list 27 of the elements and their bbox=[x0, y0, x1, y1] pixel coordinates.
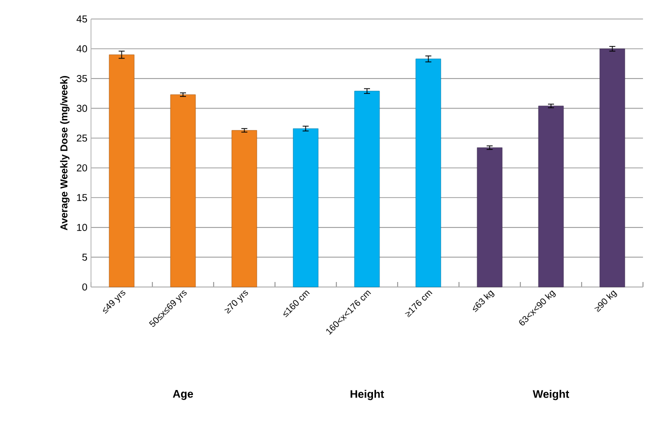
bar bbox=[476, 147, 502, 288]
y-tick-label: 20 bbox=[76, 164, 88, 172]
y-tick-label: 35 bbox=[76, 75, 88, 82]
bar bbox=[170, 94, 196, 288]
y-tick-label: 10 bbox=[77, 224, 88, 231]
bar bbox=[538, 106, 564, 288]
bar bbox=[354, 90, 380, 288]
text: Weight bbox=[532, 390, 570, 400]
y-tick-label: 15 bbox=[77, 194, 88, 202]
y-tick-label: 5 bbox=[82, 254, 88, 261]
text: Age bbox=[172, 390, 194, 400]
x-tick-label: ≥90 kg bbox=[594, 290, 618, 312]
y-tick-label: 25 bbox=[76, 134, 88, 142]
y-axis-title: Average Weekly Dose (mg/week) bbox=[60, 76, 70, 230]
bar bbox=[232, 130, 258, 288]
bar bbox=[600, 48, 626, 288]
y-tick-label: 0 bbox=[82, 283, 88, 291]
bar bbox=[108, 54, 134, 288]
y-tick-label: 30 bbox=[76, 104, 88, 112]
y-tick-label: 45 bbox=[76, 16, 88, 22]
x-tick-label: ≥70 yrs bbox=[224, 290, 248, 314]
y-tick-label: 40 bbox=[76, 45, 88, 52]
x-tick-label: ≤49 yrs bbox=[102, 290, 126, 314]
bar bbox=[292, 128, 318, 288]
bar bbox=[416, 58, 442, 288]
x-tick-label: ≤63 kg bbox=[472, 290, 494, 312]
text: Height bbox=[350, 390, 384, 400]
